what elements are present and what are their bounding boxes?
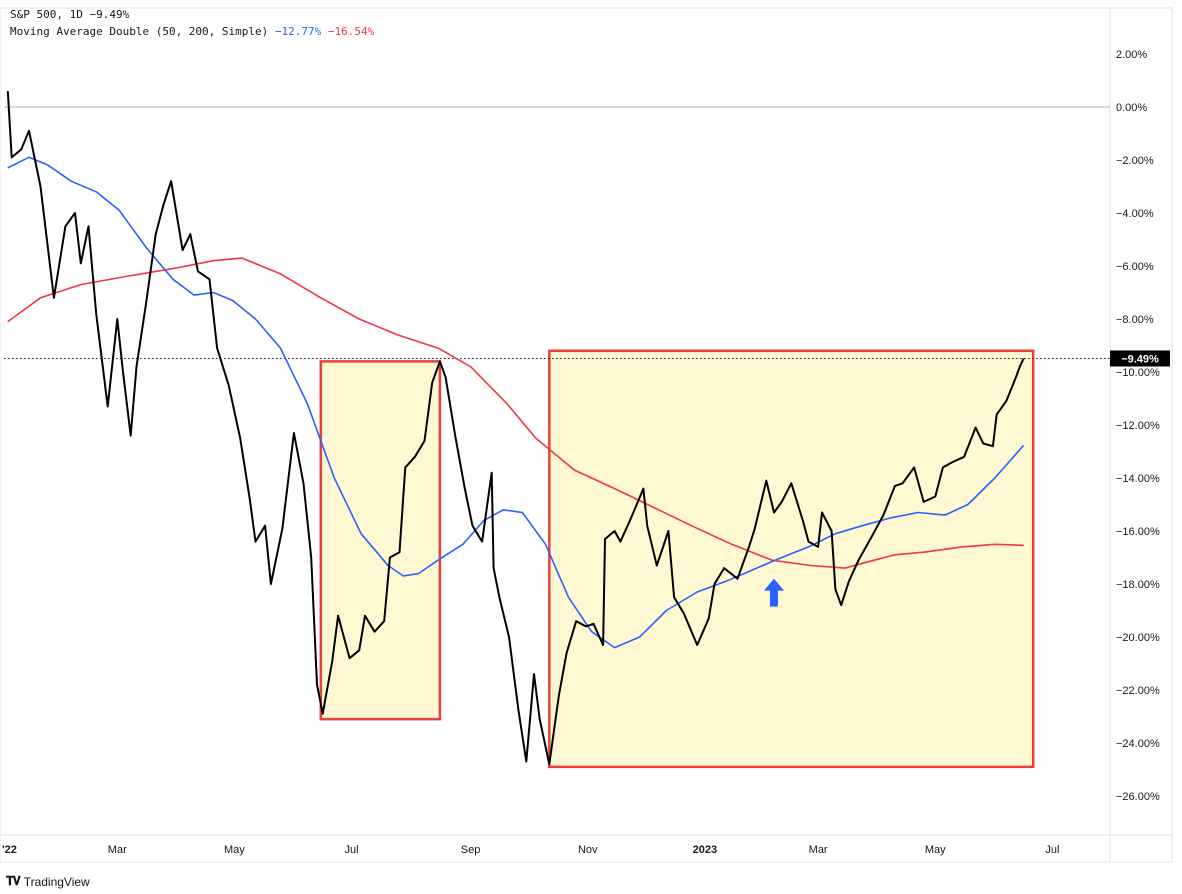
last-price-tag-label: −9.49%: [1121, 353, 1159, 365]
crossover-arrow-icon: [763, 578, 784, 607]
y-tick-label: −20.00%: [1116, 632, 1160, 644]
y-tick-label: −8.00%: [1116, 314, 1154, 326]
x-tick-label: May: [925, 844, 946, 856]
last-price-tag: −9.49%: [1110, 350, 1170, 367]
crossover-arrow-shape: [763, 578, 784, 607]
legend-symbol: S&P 500, 1D: [10, 8, 83, 21]
legend-ma-slow-value: −16.54%: [327, 25, 375, 38]
highlight-box-2: [548, 349, 1035, 769]
chart-frame: [0, 7, 1173, 863]
x-tick-label: Mar: [108, 844, 127, 856]
highlight-box-1: [319, 360, 442, 721]
series-line-ma-slow: [7, 257, 1024, 569]
x-tick-label: '22: [2, 844, 17, 856]
y-tick-label: 2.00%: [1116, 49, 1147, 61]
chart-legend: S&P 500, 1D −9.49% Moving Average Double…: [10, 6, 374, 40]
y-tick-label: −10.00%: [1116, 367, 1160, 379]
y-tick-label: −16.00%: [1116, 526, 1160, 538]
brand-label: TradingView: [23, 874, 90, 889]
y-tick-label: −22.00%: [1116, 685, 1160, 697]
y-tick-label: −4.00%: [1116, 208, 1154, 220]
y-tick-label: −12.00%: [1116, 420, 1160, 432]
series-line-ma-fast: [7, 156, 1025, 649]
y-tick-label: 0.00%: [1116, 102, 1147, 114]
x-tick-label: Mar: [809, 844, 828, 856]
y-tick-label: −6.00%: [1116, 261, 1154, 273]
series-line-price: [6, 91, 1025, 766]
y-tick-label: −24.00%: [1116, 738, 1160, 750]
y-tick-label: −26.00%: [1116, 791, 1160, 803]
legend-symbol-row: S&P 500, 1D −9.49%: [10, 6, 374, 23]
x-tick-label: May: [224, 844, 245, 856]
x-tick-label: 2023: [693, 844, 717, 856]
y-tick-label: −14.00%: [1116, 473, 1160, 485]
y-tick-label: −18.00%: [1116, 579, 1160, 591]
x-tick-label: Jul: [1045, 844, 1059, 856]
x-tick-label: Sep: [461, 844, 481, 856]
x-tick-label: Jul: [345, 844, 359, 856]
legend-ma-fast-value: −12.77%: [274, 25, 322, 38]
last-price-tag-bg: [1110, 350, 1170, 367]
tradingview-logo-icon: 𝐓𝐕: [6, 874, 21, 888]
y-tick-label: −2.00%: [1116, 155, 1154, 167]
legend-ma-row: Moving Average Double (50, 200, Simple) …: [10, 23, 374, 40]
legend-change: −9.49%: [89, 8, 130, 21]
tradingview-brand[interactable]: 𝐓𝐕 TradingView: [6, 874, 90, 889]
legend-ma-label: Moving Average Double (50, 200, Simple): [10, 25, 269, 38]
x-tick-label: Nov: [578, 844, 598, 856]
